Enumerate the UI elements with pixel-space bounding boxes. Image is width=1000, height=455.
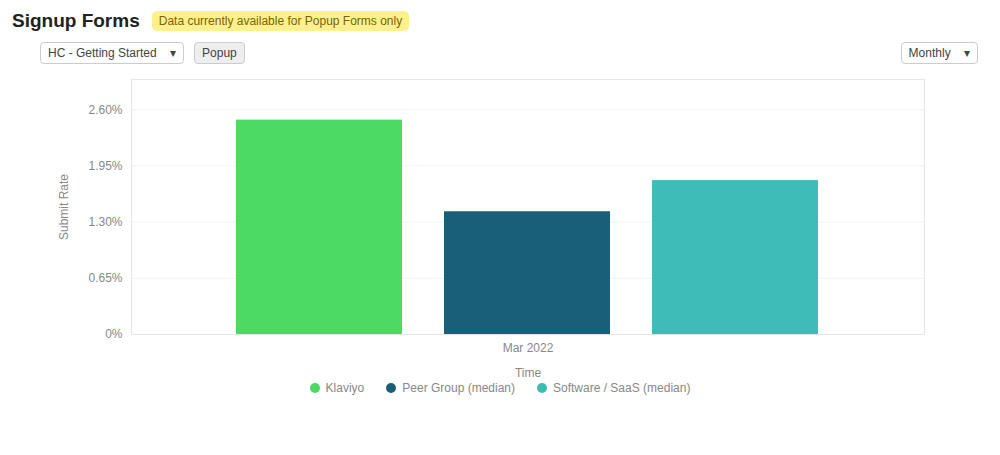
html-text:Monthly ▾: Monthly ▾ xyxy=(908,46,970,60)
svg-text:Mar 2022: Mar 2022 xyxy=(503,341,554,355)
html-text:Klaviyo: Klaviyo xyxy=(325,381,365,395)
html-text:HC - Getting Started ▾: HC - Getting Started ▾ xyxy=(48,46,177,60)
svg-text:1.95%: 1.95% xyxy=(88,159,122,173)
svg-text:2.60%: 2.60% xyxy=(88,103,122,117)
svg-text:0%: 0% xyxy=(105,327,123,341)
html-text:Popup: Popup xyxy=(202,46,237,60)
svg-text:1.30%: 1.30% xyxy=(88,215,122,229)
html-text:Software / SaaS (median): Software / SaaS (median) xyxy=(553,381,691,395)
html-text:Signup Forms: Signup Forms xyxy=(12,10,140,31)
svg-text:Submit Rate: Submit Rate xyxy=(57,174,71,240)
svg-text:Time: Time xyxy=(515,366,542,380)
html-text:Peer Group (median): Peer Group (median) xyxy=(402,381,515,395)
svg-text:0.65%: 0.65% xyxy=(88,271,122,285)
html-text:Data currently available for P: Data currently available for Popup Forms… xyxy=(158,14,403,28)
